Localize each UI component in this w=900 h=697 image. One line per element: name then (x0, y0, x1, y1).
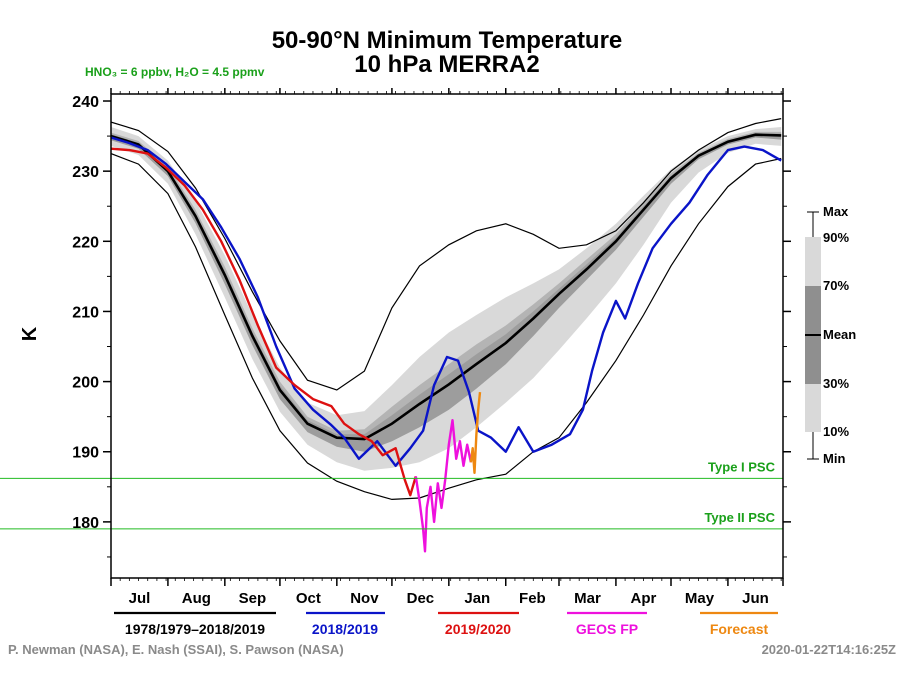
x-month-label-dec: Dec (407, 590, 435, 607)
credits-text: P. Newman (NASA), E. Nash (SSAI), S. Paw… (8, 642, 344, 657)
legend-2018-2019-label: 2018/2019 (312, 621, 378, 637)
max-line (111, 118, 782, 391)
series-2019-2020-line (111, 147, 417, 497)
y-tick-label-220: 220 (72, 234, 99, 251)
band-key-label-90pct: 90% (823, 230, 849, 245)
y-tick-label-180: 180 (72, 515, 99, 532)
band-key-label-min: Min (823, 451, 845, 466)
band-key-label-max: Max (823, 204, 849, 219)
series-geos-fp-line (414, 419, 473, 553)
plot-area: Type I PSC Type II PSC (0, 118, 783, 553)
legend-climatology-label: 1978/1979–2018/2019 (125, 621, 265, 637)
band-key-90 (805, 237, 821, 286)
x-month-label-jun: Jun (742, 590, 769, 607)
x-month-label-aug: Aug (182, 590, 211, 607)
legend: 1978/1979–2018/2019 2018/2019 2019/2020 GEO… (114, 611, 778, 637)
timestamp-text: 2020-01-22T14:16:25Z (762, 642, 896, 657)
legend-2019-2020-label: 2019/2020 (445, 621, 511, 637)
chart-title: 50-90°N Minimum Temperature (272, 27, 623, 54)
y-tick-label-190: 190 (72, 445, 99, 462)
chart-subtitle: 10 hPa MERRA2 (354, 51, 539, 78)
axes: 180 190 200 210 220 230 240 Jul Aug Sep Oct Nov Dec J… (72, 88, 791, 607)
x-month-label-mar: Mar (574, 590, 601, 607)
band-key-10 (805, 384, 821, 432)
band-key-label-10pct: 10% (823, 424, 849, 439)
series-2018-2019-line (111, 136, 782, 467)
series-forecast-line (469, 391, 482, 474)
y-tick-label-200: 200 (72, 375, 99, 392)
legend-geos-fp-label: GEOS FP (576, 621, 638, 637)
x-month-label-sep: Sep (239, 590, 267, 607)
x-month-label-oct: Oct (296, 590, 321, 607)
plot-frame (110, 93, 784, 579)
x-month-label-jul: Jul (129, 590, 151, 607)
x-month-label-jan: Jan (464, 590, 490, 607)
y-tick-label-230: 230 (72, 164, 99, 181)
x-month-label-may: May (685, 590, 715, 607)
conditions-label: HNO₃ = 6 ppbv, H₂O = 4.5 ppmv (85, 65, 265, 79)
x-month-label-nov: Nov (350, 590, 379, 607)
band-key-label-70pct: 70% (823, 278, 849, 293)
y-tick-label-240: 240 (72, 94, 99, 111)
psc-threshold-label-1: Type I PSC (708, 459, 776, 474)
x-month-label-apr: Apr (631, 590, 657, 607)
band-inner (111, 133, 782, 452)
y-axis-label: K (19, 326, 41, 341)
plot-content (111, 118, 782, 553)
mean-line (111, 133, 782, 441)
band-key-label-30pct: 30% (823, 376, 849, 391)
x-month-label-feb: Feb (519, 590, 546, 607)
min-line (111, 153, 782, 501)
legend-forecast-label: Forecast (710, 621, 769, 637)
band-10-90 (111, 127, 782, 471)
band-key: Max 90% 70% Mean 30% 10% Min (805, 204, 856, 466)
band-key-label-mean: Mean (823, 327, 856, 342)
psc-threshold-label-2: Type II PSC (704, 510, 775, 525)
y-tick-label-210: 210 (72, 304, 99, 321)
